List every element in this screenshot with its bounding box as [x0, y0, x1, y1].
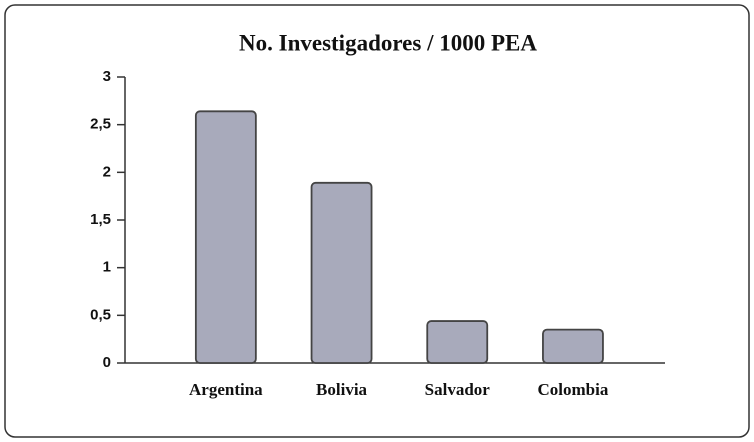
y-tick-label: 2 [103, 163, 111, 180]
y-tick-label: 0 [103, 354, 111, 371]
y-tick-label: 0,5 [90, 306, 111, 323]
y-tick-label: 3 [103, 68, 111, 85]
x-tick-label: Bolivia [316, 380, 368, 399]
y-tick-label: 1,5 [90, 211, 111, 228]
bar [310, 181, 373, 364]
y-tick-label: 1 [103, 259, 111, 276]
bar [194, 110, 257, 364]
bar [542, 328, 604, 364]
x-tick-label: Argentina [189, 380, 263, 399]
x-tick-label: Colombia [538, 380, 609, 399]
y-tick-label: 2,5 [90, 116, 111, 133]
chart-title: No. Investigadores / 1000 PEA [239, 30, 537, 55]
chart-frame [4, 4, 750, 438]
bar [426, 320, 489, 364]
x-tick-label: Salvador [425, 380, 491, 399]
